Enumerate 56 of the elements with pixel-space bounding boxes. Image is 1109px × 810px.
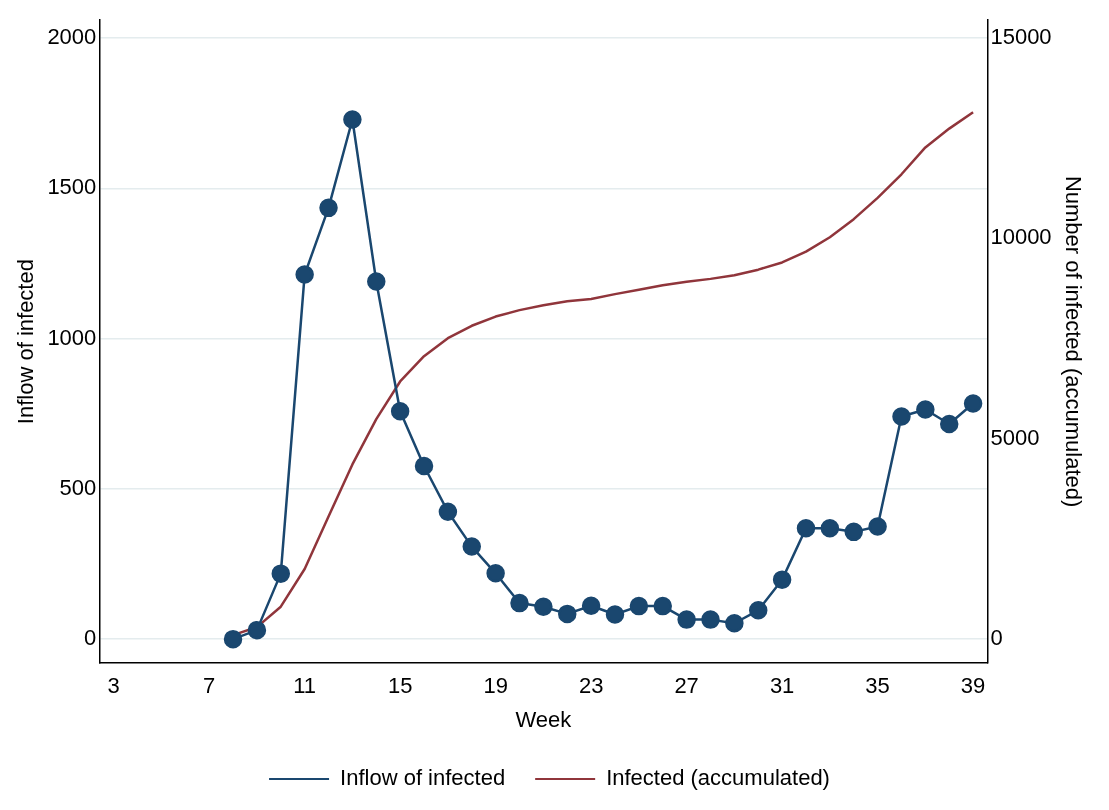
point xyxy=(558,604,577,624)
point xyxy=(462,537,482,556)
point xyxy=(916,400,935,419)
point xyxy=(271,564,291,583)
x-tick-label: 15 xyxy=(387,673,413,699)
y-tick-label: 1500 xyxy=(47,174,97,200)
point xyxy=(892,407,911,426)
point xyxy=(414,456,434,476)
point xyxy=(486,564,505,583)
x-tick-label: 3 xyxy=(107,673,120,699)
x-tick-label: 31 xyxy=(769,673,795,699)
point xyxy=(677,610,696,629)
point xyxy=(725,613,744,633)
point xyxy=(223,629,243,649)
point xyxy=(295,265,314,284)
point xyxy=(820,519,840,538)
point xyxy=(963,394,983,413)
point xyxy=(247,620,267,640)
y-tick-label: 2000 xyxy=(47,24,97,50)
point xyxy=(653,596,672,616)
point xyxy=(868,517,887,536)
point xyxy=(748,601,768,620)
x-tick-label: 23 xyxy=(578,673,604,699)
x-tick-label: 27 xyxy=(674,673,699,699)
y-axis-title: Inflow of infected xyxy=(13,259,39,425)
point xyxy=(319,198,338,218)
y2-tick-label: 0 xyxy=(990,625,1003,651)
x-tick-label: 35 xyxy=(865,673,890,699)
y2-axis-title: Number of infected (accumulated) xyxy=(1060,175,1086,508)
point xyxy=(605,605,625,624)
point xyxy=(534,597,553,616)
point xyxy=(438,502,458,521)
x-axis-title: Week xyxy=(515,706,573,732)
y-tick-label: 500 xyxy=(59,474,97,500)
point xyxy=(772,570,792,589)
point xyxy=(629,596,649,616)
point xyxy=(343,110,362,129)
legend-label: Inflow of infected xyxy=(340,765,506,791)
point xyxy=(701,610,720,629)
point xyxy=(390,402,410,421)
x-tick-label: 11 xyxy=(293,673,317,699)
x-tick-label: 19 xyxy=(483,673,508,699)
point xyxy=(581,596,601,616)
y2-tick-label: 15000 xyxy=(990,24,1052,50)
legend-label: Infected (accumulated) xyxy=(606,765,830,791)
point xyxy=(367,272,386,291)
x-tick-label: 7 xyxy=(203,673,216,699)
y-tick-label: 1000 xyxy=(47,324,97,350)
point xyxy=(510,593,529,613)
y2-tick-label: 5000 xyxy=(990,424,1040,450)
point xyxy=(796,519,816,538)
y-tick-label: 0 xyxy=(84,625,97,651)
x-tick-label: 39 xyxy=(960,673,986,699)
point xyxy=(844,522,863,542)
point xyxy=(939,414,959,434)
y2-tick-label: 10000 xyxy=(990,224,1052,250)
